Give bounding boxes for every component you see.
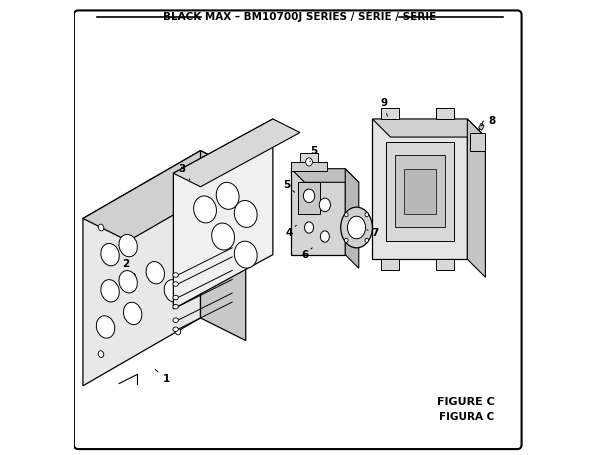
Polygon shape xyxy=(200,151,246,340)
Ellipse shape xyxy=(179,215,185,222)
Ellipse shape xyxy=(235,201,257,228)
Polygon shape xyxy=(83,151,200,386)
Ellipse shape xyxy=(305,222,314,233)
Bar xyxy=(298,182,320,214)
Ellipse shape xyxy=(173,327,178,332)
Ellipse shape xyxy=(344,238,348,243)
Ellipse shape xyxy=(124,302,142,324)
Polygon shape xyxy=(373,119,467,259)
Ellipse shape xyxy=(146,262,164,284)
Text: 5: 5 xyxy=(283,180,295,192)
Ellipse shape xyxy=(98,351,104,358)
Bar xyxy=(436,108,454,119)
Polygon shape xyxy=(291,169,345,255)
Bar xyxy=(382,108,400,119)
Bar xyxy=(470,132,485,151)
Ellipse shape xyxy=(97,316,115,338)
Ellipse shape xyxy=(235,241,257,268)
Text: 4: 4 xyxy=(285,225,296,238)
Ellipse shape xyxy=(119,271,137,293)
Ellipse shape xyxy=(101,280,119,302)
Ellipse shape xyxy=(164,280,182,302)
Text: 5: 5 xyxy=(310,146,317,162)
Ellipse shape xyxy=(305,158,313,166)
Ellipse shape xyxy=(216,182,239,209)
Ellipse shape xyxy=(344,212,348,217)
Polygon shape xyxy=(173,119,300,187)
Bar xyxy=(436,259,454,270)
Ellipse shape xyxy=(347,216,365,239)
Ellipse shape xyxy=(319,198,331,212)
Ellipse shape xyxy=(341,207,373,248)
Ellipse shape xyxy=(101,243,119,266)
Text: FIGURA C: FIGURA C xyxy=(439,412,494,422)
Ellipse shape xyxy=(173,304,178,309)
Text: 6: 6 xyxy=(301,248,312,260)
Ellipse shape xyxy=(173,318,178,323)
Text: BLACK MAX – BM10700J SERIES / SÉRIE / SERIE: BLACK MAX – BM10700J SERIES / SÉRIE / SE… xyxy=(163,10,437,22)
Polygon shape xyxy=(479,123,484,130)
Text: 8: 8 xyxy=(481,116,496,126)
Ellipse shape xyxy=(173,273,178,277)
Ellipse shape xyxy=(365,238,368,243)
Ellipse shape xyxy=(365,212,368,217)
Ellipse shape xyxy=(175,328,181,335)
Polygon shape xyxy=(173,119,273,309)
Ellipse shape xyxy=(98,224,104,231)
Text: 3: 3 xyxy=(179,164,190,180)
Text: 7: 7 xyxy=(367,228,379,238)
Polygon shape xyxy=(373,119,485,137)
Polygon shape xyxy=(291,169,359,182)
Polygon shape xyxy=(345,169,359,268)
Text: 2: 2 xyxy=(122,259,136,275)
Polygon shape xyxy=(467,119,485,277)
Text: 9: 9 xyxy=(380,98,388,116)
Text: 1: 1 xyxy=(155,369,170,384)
Bar xyxy=(386,142,454,241)
Bar xyxy=(291,162,327,171)
Ellipse shape xyxy=(173,282,178,286)
Text: FIGURE C: FIGURE C xyxy=(437,397,494,407)
Ellipse shape xyxy=(194,196,217,223)
Bar xyxy=(404,169,436,214)
Bar xyxy=(395,155,445,228)
FancyBboxPatch shape xyxy=(74,10,521,449)
Ellipse shape xyxy=(320,231,329,242)
Bar xyxy=(300,153,318,169)
Ellipse shape xyxy=(173,295,178,300)
Bar xyxy=(382,259,400,270)
Polygon shape xyxy=(83,151,246,241)
Ellipse shape xyxy=(304,189,314,202)
Ellipse shape xyxy=(212,223,235,250)
Ellipse shape xyxy=(119,234,137,257)
